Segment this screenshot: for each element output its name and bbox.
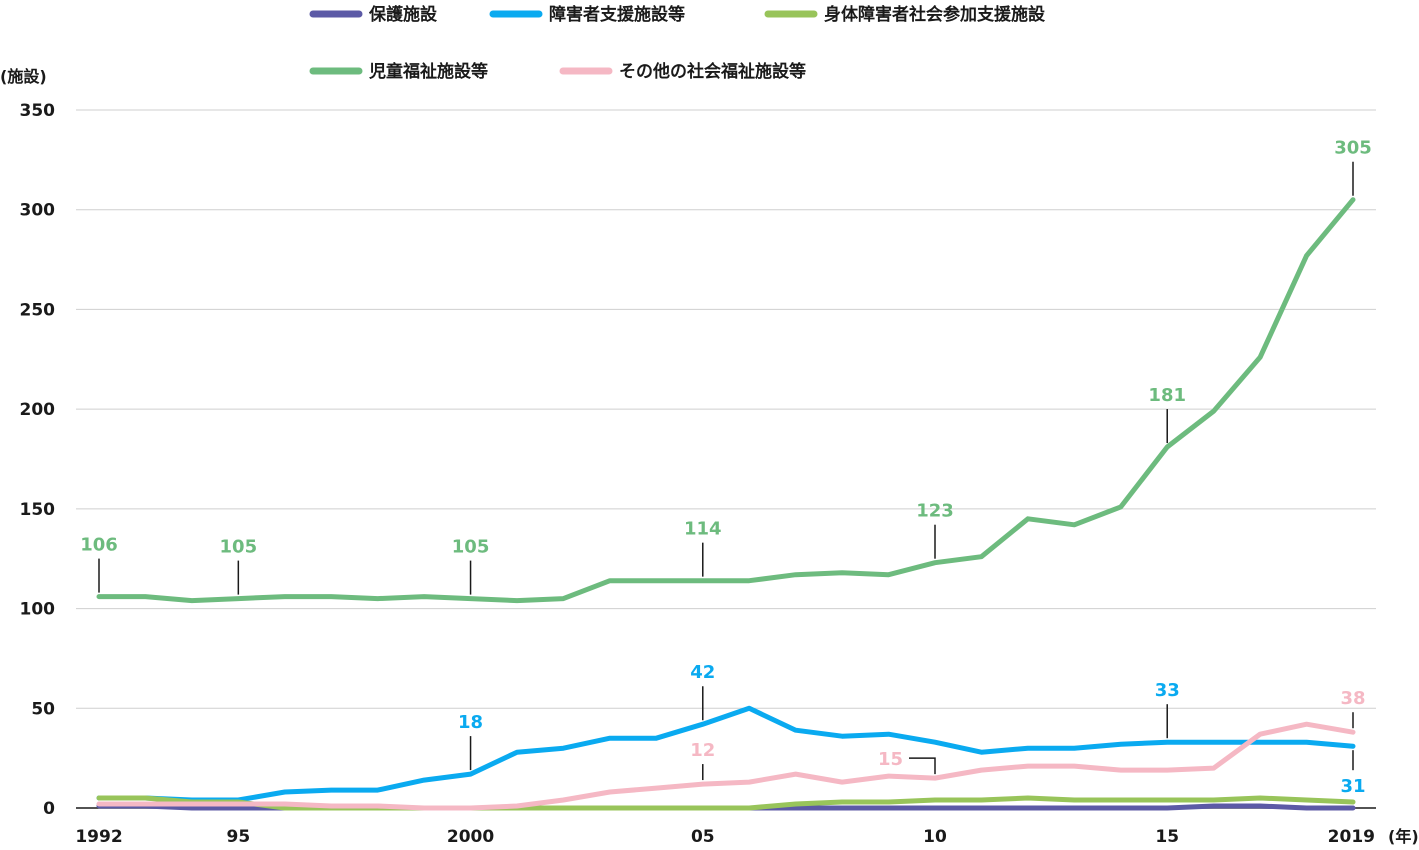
data-label: 38 — [1340, 688, 1365, 709]
data-label: 305 — [1334, 138, 1372, 159]
series-line — [96, 721, 1356, 811]
y-tick-label: 200 — [20, 400, 56, 420]
series-line — [96, 795, 1356, 811]
data-label: 105 — [220, 537, 258, 558]
data-label: 33 — [1155, 680, 1180, 701]
x-axis: 1992 95 2000 05 10 15 2019 — [75, 827, 1375, 847]
legend-label: その他の社会福祉施設等 — [619, 61, 806, 82]
x-tick-label: 15 — [1155, 827, 1179, 847]
x-axis-unit-label: (年) — [1388, 827, 1419, 846]
y-axis: 0 50 100 150 200 250 300 350 — [20, 101, 56, 819]
x-tick-label: 10 — [923, 827, 947, 847]
x-tick-label: 95 — [226, 827, 250, 847]
data-label: 123 — [916, 501, 954, 522]
x-tick-label: 2000 — [447, 827, 494, 847]
x-tick-label: 05 — [691, 827, 715, 847]
data-label: 114 — [684, 519, 722, 540]
y-tick-label: 350 — [20, 101, 56, 121]
data-label: 181 — [1148, 385, 1186, 406]
series-lines — [96, 197, 1356, 811]
data-labels: 106 105 105 114 123 181 305 18 42 33 31 12 15 38 — [80, 138, 1372, 797]
data-label: 31 — [1340, 776, 1365, 797]
y-tick-label: 0 — [43, 799, 55, 819]
y-tick-label: 250 — [20, 300, 56, 320]
y-axis-unit-label: (施設) — [0, 67, 47, 86]
data-label: 105 — [452, 537, 490, 558]
data-label: 106 — [80, 535, 118, 556]
y-tick-label: 100 — [20, 600, 56, 620]
data-label-leader — [909, 757, 936, 775]
legend-label: 障害者支援施設等 — [549, 4, 685, 25]
series-line — [96, 705, 1356, 803]
data-label: 42 — [690, 662, 715, 683]
data-label: 18 — [458, 712, 483, 733]
x-tick-label: 2019 — [1328, 827, 1375, 847]
x-tick-label: 1992 — [75, 827, 122, 847]
y-tick-label: 50 — [31, 699, 55, 719]
series-line — [96, 197, 1356, 604]
legend-label: 保護施設 — [368, 4, 438, 25]
y-tick-label: 300 — [20, 201, 56, 221]
grid-lines — [76, 109, 1376, 809]
legend-label: 身体障害者社会参加支援施設 — [824, 4, 1046, 25]
y-tick-label: 150 — [20, 500, 56, 520]
data-label: 15 — [878, 749, 903, 770]
legend-label: 児童福祉施設等 — [368, 61, 488, 82]
data-label: 12 — [690, 740, 715, 761]
